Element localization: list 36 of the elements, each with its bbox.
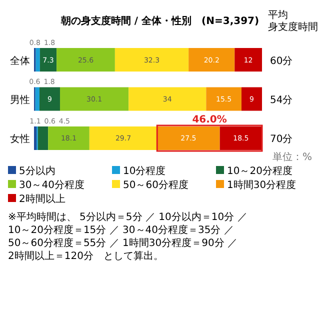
bar — [38, 126, 48, 150]
bar — [39, 87, 60, 111]
bar — [60, 87, 129, 111]
legend-label: 30～40分程度 — [19, 179, 84, 191]
bar — [48, 126, 90, 150]
legend-label: 50～60分程度 — [123, 179, 188, 191]
bar — [40, 48, 57, 72]
bar — [206, 87, 242, 111]
bar — [188, 48, 235, 72]
text: 54分 — [270, 94, 293, 106]
annotation: 46.0% — [192, 114, 227, 126]
bar — [35, 87, 40, 111]
chart-title: 朝の身支度時間 / 全体・性別 (N=3,397) — [60, 15, 260, 27]
bar — [234, 48, 262, 72]
text: 単位：% — [272, 151, 312, 163]
bar — [114, 48, 189, 72]
y-tick-label: 全体 — [10, 54, 30, 67]
text: ※平均時間は、 5分以内＝5分 ／ 10分以内＝10分 ／ 10～20分程度＝15分 ／ 30～40分程度＝35分 ／ 50～60分程度＝55分 ／ 1時間30分程度＝90分 ／ 2時間以上＝120分 として算出。 — [8, 211, 248, 262]
legend-label: 2時間以上 — [19, 193, 66, 205]
bar — [34, 126, 37, 150]
bar — [89, 126, 158, 150]
legend-label: 1時間30分程度 — [227, 179, 296, 191]
legend-label: 10分程度 — [123, 165, 166, 177]
legend-label: 10～20分程度 — [227, 165, 292, 177]
bar — [36, 48, 40, 72]
bar — [241, 87, 262, 111]
text: 70分 — [270, 133, 293, 146]
y2-axis-title: 平均身支度時間 — [268, 9, 318, 33]
bar — [220, 126, 262, 150]
bar — [56, 48, 115, 72]
y-tick-label: 女性 — [10, 133, 30, 146]
bar — [128, 87, 206, 111]
text: 60分 — [270, 54, 293, 67]
y-tick-label: 男性 — [10, 94, 30, 106]
legend-label: 5分以内 — [19, 165, 56, 177]
bar — [157, 126, 220, 150]
